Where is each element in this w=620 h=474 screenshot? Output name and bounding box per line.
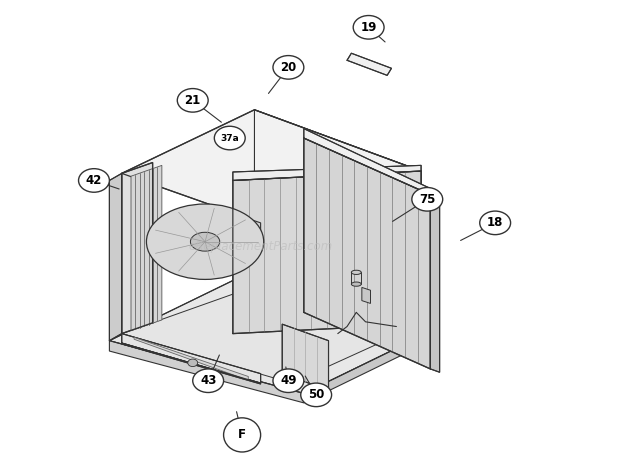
Polygon shape <box>109 277 433 393</box>
Ellipse shape <box>190 232 219 251</box>
Polygon shape <box>304 330 433 403</box>
Polygon shape <box>304 128 430 195</box>
Text: 21: 21 <box>185 94 201 107</box>
Polygon shape <box>233 171 421 334</box>
Polygon shape <box>122 286 421 383</box>
Text: 50: 50 <box>308 388 324 401</box>
Polygon shape <box>122 334 260 383</box>
Circle shape <box>273 55 304 79</box>
Circle shape <box>353 16 384 39</box>
Polygon shape <box>362 287 371 303</box>
Circle shape <box>301 383 332 407</box>
Text: 19: 19 <box>360 21 377 34</box>
Text: 43: 43 <box>200 374 216 387</box>
Circle shape <box>480 211 511 235</box>
Polygon shape <box>122 110 421 232</box>
Polygon shape <box>122 343 260 384</box>
Ellipse shape <box>146 204 264 279</box>
Text: 37a: 37a <box>220 134 239 143</box>
Text: 42: 42 <box>86 174 102 187</box>
Text: eReplacementParts.com: eReplacementParts.com <box>188 240 333 253</box>
Circle shape <box>273 369 304 392</box>
Circle shape <box>177 89 208 112</box>
Polygon shape <box>109 173 122 341</box>
Polygon shape <box>109 341 304 403</box>
Polygon shape <box>347 53 391 75</box>
Circle shape <box>215 126 245 150</box>
Polygon shape <box>131 165 162 331</box>
Text: F: F <box>238 428 246 441</box>
Circle shape <box>412 188 443 211</box>
Text: 75: 75 <box>419 193 435 206</box>
Ellipse shape <box>224 418 260 452</box>
Polygon shape <box>304 138 430 369</box>
Polygon shape <box>233 165 421 181</box>
Ellipse shape <box>352 282 361 286</box>
Circle shape <box>79 169 109 192</box>
Text: 18: 18 <box>487 216 503 229</box>
Polygon shape <box>282 324 329 390</box>
Circle shape <box>188 359 198 366</box>
Ellipse shape <box>352 270 361 274</box>
Polygon shape <box>233 213 260 251</box>
Circle shape <box>193 369 224 392</box>
Polygon shape <box>430 195 440 372</box>
Polygon shape <box>122 163 153 334</box>
Polygon shape <box>254 110 421 324</box>
Text: 49: 49 <box>280 374 296 387</box>
Text: 20: 20 <box>280 61 296 74</box>
Polygon shape <box>134 337 248 380</box>
